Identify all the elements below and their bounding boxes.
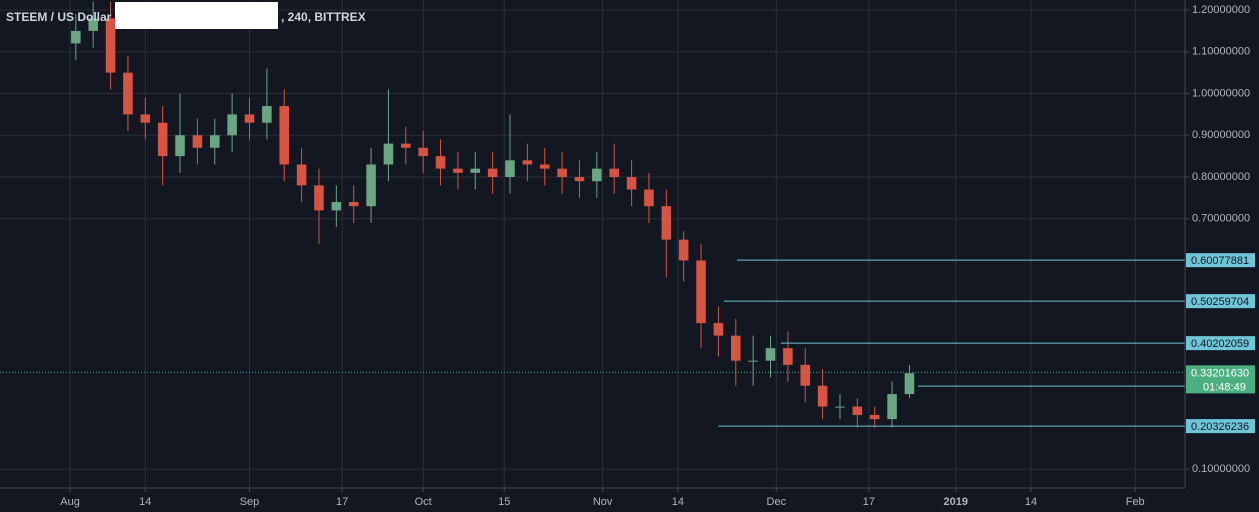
candle-body: [470, 168, 481, 173]
candle-body: [609, 168, 619, 177]
candle-body: [227, 114, 237, 136]
candle-body: [765, 348, 776, 361]
x-tick-label: 17: [336, 496, 348, 508]
candle-body: [522, 160, 533, 165]
level-label-box: [1186, 294, 1255, 309]
x-tick-label: 15: [498, 496, 510, 508]
level-label: 0.60077881: [1191, 255, 1249, 267]
candle-body: [383, 143, 394, 165]
y-tick-label: 1.20000000: [1192, 4, 1250, 16]
redaction: [115, 2, 278, 29]
candle-body: [366, 164, 376, 207]
x-tick-label: Dec: [767, 496, 787, 508]
x-tick-label: 17: [863, 496, 875, 508]
y-tick-label: 1.10000000: [1192, 46, 1250, 58]
level-label-box: [1186, 253, 1255, 268]
candle-body: [887, 394, 897, 420]
candle-body: [835, 406, 845, 408]
x-tick-label: Feb: [1126, 496, 1145, 508]
candle-body: [244, 114, 255, 123]
candle-body: [453, 168, 463, 173]
chart-subtitle: , 240, BITTREX: [281, 10, 366, 24]
candle-body: [279, 106, 290, 165]
candle-body: [748, 360, 758, 362]
chart-title: STEEM / US Dollar: [6, 10, 112, 24]
candle-body: [175, 135, 185, 157]
last-price-box: [1186, 365, 1255, 394]
candle-body: [71, 30, 81, 44]
candle-body: [783, 348, 793, 365]
level-label: 0.20326236: [1191, 421, 1249, 433]
candle-body: [314, 185, 324, 211]
candle-body: [262, 106, 272, 123]
x-tick-label: 14: [672, 496, 684, 508]
x-tick-label: Aug: [60, 496, 80, 508]
x-tick-label: Sep: [240, 496, 260, 508]
candle-body: [869, 414, 880, 420]
x-tick-label: Nov: [593, 496, 613, 508]
y-tick-label: 1.00000000: [1192, 87, 1250, 99]
candle-body: [348, 202, 359, 207]
candle-body: [157, 122, 168, 157]
candle-body: [678, 239, 689, 261]
candle-body: [123, 72, 133, 115]
candle-body: [105, 18, 116, 73]
y-tick-label: 0.80000000: [1192, 171, 1250, 183]
candle-body: [817, 385, 828, 407]
candle-body: [852, 406, 863, 415]
candle-body: [487, 168, 498, 177]
candle-body: [505, 160, 515, 177]
y-tick-label: 0.70000000: [1192, 213, 1250, 225]
y-tick-label: 0.10000000: [1192, 463, 1250, 475]
candle-body: [731, 335, 741, 361]
countdown-label: 01:48:49: [1203, 381, 1246, 393]
x-tick-label: Oct: [415, 496, 432, 508]
y-tick-label: 0.90000000: [1192, 129, 1250, 141]
candle-body: [696, 260, 706, 324]
candle-body: [661, 206, 672, 240]
last-price-label: 0.33201630: [1191, 367, 1249, 379]
x-tick-label: 14: [139, 496, 151, 508]
level-label-box: [1186, 419, 1255, 434]
candle-body: [192, 135, 203, 148]
candle-body: [626, 176, 637, 190]
candle-body: [296, 164, 307, 186]
candle-body: [644, 189, 654, 207]
candle-body: [557, 168, 567, 177]
candle-body: [713, 323, 724, 336]
candle-body: [418, 147, 428, 157]
x-tick-label: 2019: [944, 496, 968, 508]
candle-body: [539, 164, 550, 169]
candle-body: [401, 143, 411, 148]
candle-body: [209, 135, 220, 148]
level-label: 0.40202059: [1191, 338, 1249, 350]
level-label: 0.50259704: [1191, 296, 1249, 308]
candle-body: [88, 18, 98, 31]
x-tick-label: 14: [1025, 496, 1037, 508]
candle-body: [574, 176, 585, 182]
candle-body: [331, 202, 342, 211]
candle-body: [800, 364, 811, 386]
candle-body: [592, 168, 602, 182]
candle-body: [140, 114, 151, 123]
candle-body: [435, 156, 446, 169]
candle-body: [904, 373, 915, 395]
level-label-box: [1186, 336, 1255, 351]
